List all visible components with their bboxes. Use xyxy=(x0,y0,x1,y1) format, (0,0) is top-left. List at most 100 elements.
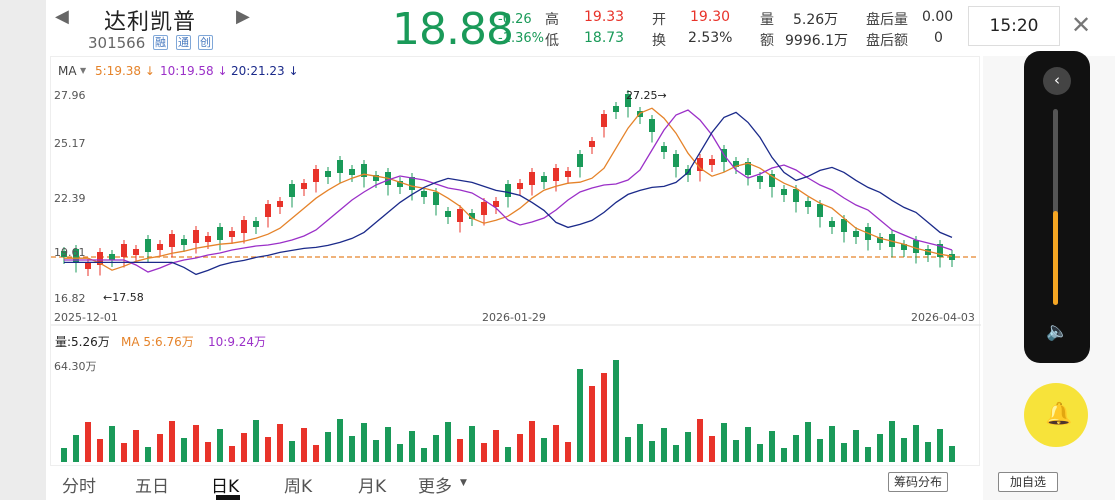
candle xyxy=(577,154,583,167)
volume-bar xyxy=(733,440,739,462)
candle xyxy=(877,237,883,243)
volume-bar xyxy=(505,447,511,462)
tab-monthly-k[interactable]: 月K xyxy=(358,477,387,497)
kline-chart-area[interactable] xyxy=(50,56,981,466)
volume-bar xyxy=(913,425,919,462)
volume-slider[interactable] xyxy=(1053,109,1058,305)
close-icon[interactable]: ✕ xyxy=(1070,11,1092,39)
volume-bar xyxy=(553,425,559,462)
y-tick-3: 22.39 xyxy=(54,192,86,205)
tab-five-day[interactable]: 五日 xyxy=(135,477,169,497)
candle xyxy=(625,94,631,107)
candle xyxy=(361,164,367,177)
candle xyxy=(157,244,163,250)
quote-header xyxy=(46,0,970,56)
volume-bar xyxy=(433,435,439,462)
candle xyxy=(853,231,859,237)
volume-bar xyxy=(313,445,319,462)
candle xyxy=(97,252,103,265)
turnover-value: 2.53% xyxy=(688,30,733,46)
volume-bar xyxy=(817,439,823,462)
candle xyxy=(829,221,835,227)
candle xyxy=(445,211,451,217)
volume-bar xyxy=(301,428,307,462)
prev-stock-icon[interactable]: ◀ xyxy=(55,6,69,27)
volume-bar xyxy=(277,424,283,462)
volume-bar xyxy=(253,420,259,462)
volume-bar xyxy=(949,446,955,462)
add-watchlist-button[interactable]: 加自选 xyxy=(998,472,1058,492)
volume-bar xyxy=(205,442,211,462)
x-tick-2: 2026-01-29 xyxy=(482,311,546,324)
volume-bar xyxy=(85,422,91,462)
candle xyxy=(793,189,799,202)
volume-bar xyxy=(697,419,703,462)
tab-intraday[interactable]: 分时 xyxy=(62,477,96,497)
tab-daily-k[interactable]: 日K xyxy=(211,477,240,497)
amount-value: 9996.1万 xyxy=(785,33,848,49)
volume-bar xyxy=(169,421,175,462)
volume-bar xyxy=(529,421,535,462)
volume-bar xyxy=(445,422,451,462)
candle xyxy=(745,162,751,175)
volume-bar xyxy=(457,439,463,462)
tag-connect: 通 xyxy=(176,35,191,50)
candle xyxy=(121,244,127,257)
candle xyxy=(217,227,223,240)
bell-button[interactable]: 🔔 xyxy=(1024,383,1088,447)
stock-code: 301566 xyxy=(88,34,146,52)
volume-ma5: MA 5:6.76万 xyxy=(121,335,194,349)
ma-selector[interactable]: MA xyxy=(58,64,77,78)
volume-icon[interactable]: 🔈 xyxy=(1046,321,1069,342)
candle xyxy=(949,254,955,260)
tag-margin: 融 xyxy=(153,35,168,50)
post-amount-label: 盘后额 xyxy=(866,33,908,49)
candle xyxy=(901,244,907,250)
collapse-icon[interactable]: ‹ xyxy=(1043,67,1071,95)
tab-weekly-k[interactable]: 周K xyxy=(284,477,313,497)
candle xyxy=(673,154,679,167)
candle xyxy=(913,240,919,253)
tab-more[interactable]: 更多 xyxy=(418,477,452,497)
candle xyxy=(169,234,175,247)
next-stock-icon[interactable]: ▶ xyxy=(236,6,250,27)
candle xyxy=(805,201,811,207)
candle xyxy=(889,234,895,247)
ma-dropdown-icon[interactable]: ▼ xyxy=(80,66,87,75)
volume-max: 64.30万 xyxy=(54,360,97,373)
volume-bar xyxy=(193,425,199,462)
candle xyxy=(709,159,715,165)
volume-bar xyxy=(385,427,391,462)
volume-bar xyxy=(109,426,115,462)
candle xyxy=(781,189,787,195)
volume-bar xyxy=(565,442,571,462)
candle xyxy=(697,158,703,171)
volume-bar xyxy=(841,443,847,462)
volume-bar xyxy=(349,436,355,462)
candle xyxy=(205,236,211,242)
more-dropdown-icon[interactable]: ▼ xyxy=(460,478,467,488)
candle xyxy=(313,169,319,182)
volume-bar xyxy=(769,431,775,462)
candle xyxy=(733,161,739,167)
stock-name: 达利凯普 xyxy=(104,10,197,35)
ma10-line xyxy=(64,109,953,273)
candle xyxy=(277,201,283,207)
candle xyxy=(397,181,403,187)
volume-bar xyxy=(649,441,655,462)
amount-label: 额 xyxy=(760,33,774,49)
low-value: 18.73 xyxy=(584,30,625,46)
high-label: 高 xyxy=(545,12,559,28)
ma10-value: 10:19.58 ↓ xyxy=(160,64,228,78)
volume-bar xyxy=(709,436,715,462)
candle xyxy=(937,244,943,257)
candle xyxy=(73,249,79,262)
volume-bar xyxy=(637,424,643,462)
period-tabs xyxy=(46,466,983,500)
volume-bar xyxy=(265,437,271,462)
volume-bar xyxy=(901,438,907,462)
candle xyxy=(373,175,379,181)
volume-bar xyxy=(925,442,931,462)
chip-distribution-button[interactable]: 筹码分布 xyxy=(888,472,948,492)
volume-bar xyxy=(373,440,379,462)
